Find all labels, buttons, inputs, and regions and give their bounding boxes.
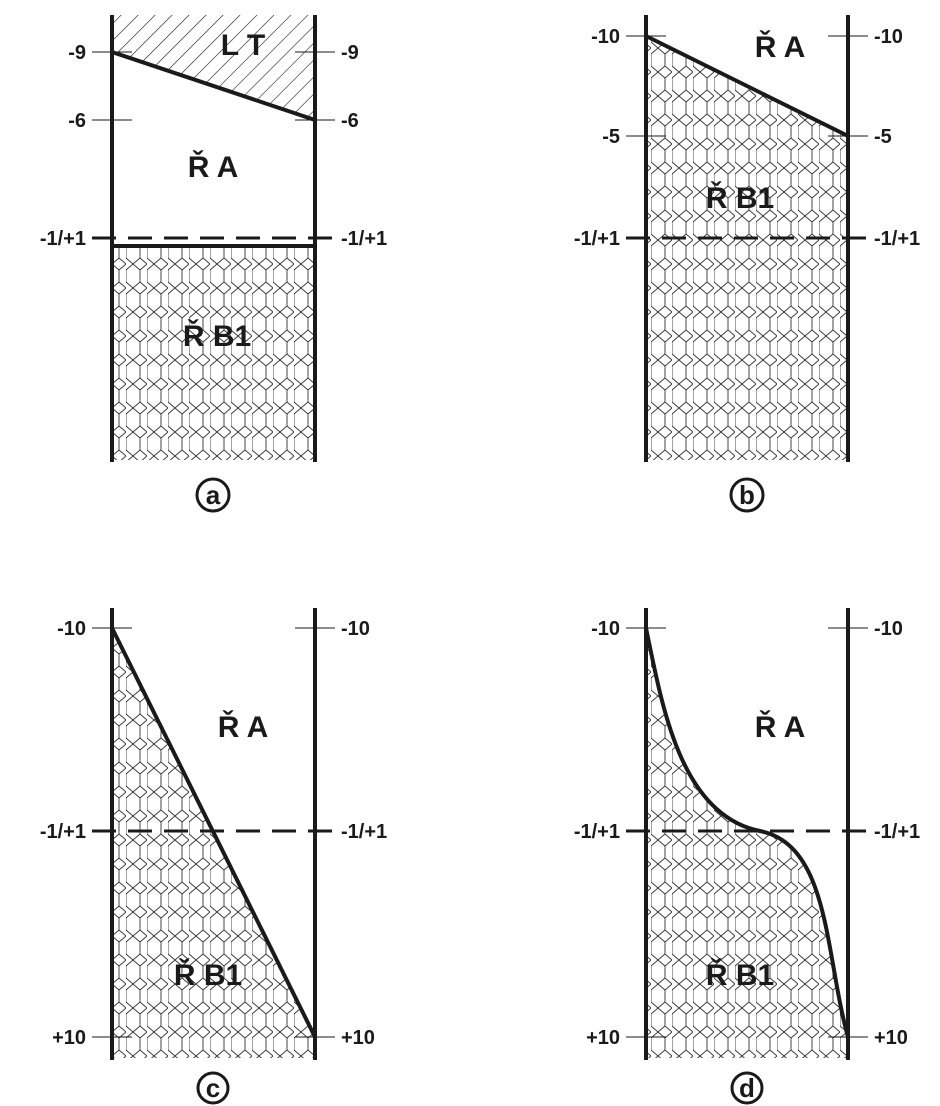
tick-label-left: -1/+1 [574, 821, 620, 843]
rb1-hex-region [646, 36, 848, 460]
panel-letter: d [739, 1073, 755, 1103]
lt-hatched-region [112, 15, 315, 120]
panel-letter-badge [195, 477, 231, 513]
tick-label-right: -10 [341, 618, 370, 640]
tick-label-right: -1/+1 [874, 228, 920, 250]
tick-label-left: -6 [68, 110, 86, 132]
panel-d: -10 -1/+1 +10 -10 -1/+1 +10 Ř A Ř B1 d [574, 608, 920, 1105]
panel-c: -10 -1/+1 +10 -10 -1/+1 +10 Ř A Ř B1 c [40, 608, 387, 1105]
tick-label-right: -10 [874, 26, 903, 48]
tick-label-left: -10 [591, 618, 620, 640]
tick-label-right: -5 [874, 126, 892, 148]
sloped-boundary [111, 50, 316, 122]
panel-letter: c [206, 1073, 220, 1103]
tick-label-left: -9 [68, 42, 86, 64]
panel-a: -9 -6 -1/+1 -9 -6 -1/+1 L T Ř A Ř B1 a [40, 15, 387, 513]
zone-label-lt: L T [221, 29, 265, 62]
panel-letter: b [739, 480, 755, 510]
curved-boundary [644, 627, 850, 1038]
tick-label-left: +10 [52, 1027, 86, 1049]
tick-label-right: +10 [874, 1027, 908, 1049]
tick-label-right: -1/+1 [341, 228, 387, 250]
tick-label-right: -6 [341, 110, 359, 132]
tick-label-right: -9 [341, 42, 359, 64]
zone-label-rb1: Ř B1 [706, 181, 774, 215]
zone-label-rb1: Ř B1 [174, 958, 242, 992]
zone-label-rb1: Ř B1 [706, 958, 774, 992]
tick-label-left: -1/+1 [574, 228, 620, 250]
tick-label-left: -5 [602, 126, 620, 148]
panel-letter: a [206, 480, 221, 510]
panel-b: -10 -5 -1/+1 -10 -5 -1/+1 Ř A Ř B1 b [574, 15, 920, 513]
sloped-boundary [645, 34, 849, 138]
tick-label-right: -10 [874, 618, 903, 640]
tick-label-left: -1/+1 [40, 228, 86, 250]
zone-label-ra: Ř A [188, 150, 239, 184]
zone-label-ra: Ř A [755, 710, 806, 744]
tick-label-left: +10 [586, 1027, 620, 1049]
tick-label-right: -1/+1 [874, 821, 920, 843]
tick-label-left: -10 [57, 618, 86, 640]
rb1-hex-region [112, 246, 315, 460]
panel-letter-badge [730, 1071, 764, 1105]
zone-label-ra: Ř A [755, 30, 806, 64]
tick-label-right: +10 [341, 1027, 375, 1049]
tick-label-right: -1/+1 [341, 821, 387, 843]
tick-label-left: -1/+1 [40, 821, 86, 843]
zone-label-rb1: Ř B1 [183, 319, 251, 353]
rb1-hex-region [112, 628, 315, 1058]
zone-label-ra: Ř A [218, 710, 269, 744]
tick-label-left: -10 [591, 26, 620, 48]
panel-letter-badge [196, 1071, 230, 1105]
panel-letter-badge [729, 477, 765, 513]
rb1-hex-region [646, 628, 848, 1058]
